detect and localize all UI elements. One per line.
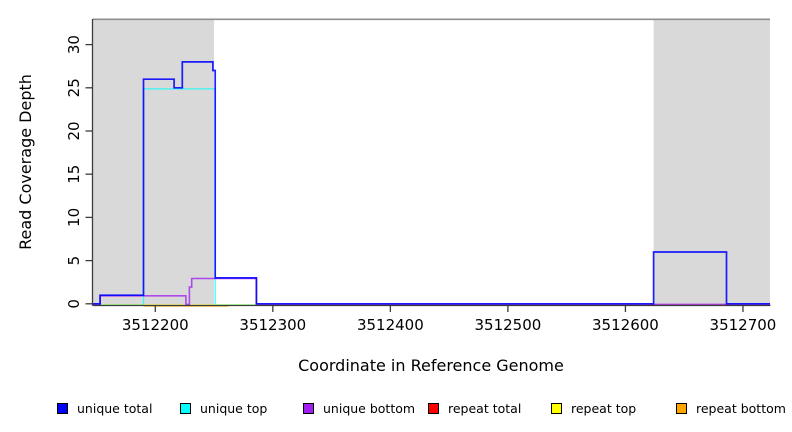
y-tick-label: 10 bbox=[65, 208, 83, 227]
legend-swatch-repeat-bottom bbox=[676, 402, 687, 414]
x-tick-label: 3512500 bbox=[474, 316, 541, 334]
shaded-region bbox=[653, 19, 770, 306]
y-tick-label: 25 bbox=[65, 78, 83, 97]
y-tick-label: 0 bbox=[65, 299, 83, 309]
legend-item-repeat-total: repeat total bbox=[428, 399, 521, 417]
legend-item-unique-top: unique top bbox=[180, 399, 267, 417]
legend: unique total unique top unique bottom repea… bbox=[0, 399, 792, 421]
x-tick-label: 3512600 bbox=[592, 316, 659, 334]
legend-label: repeat total bbox=[448, 400, 522, 416]
x-tick-label: 3512300 bbox=[239, 316, 306, 334]
legend-swatch-repeat-top bbox=[551, 402, 562, 414]
shaded-region bbox=[93, 19, 215, 306]
legend-label: unique bottom bbox=[323, 400, 416, 416]
legend-item-repeat-top: repeat top bbox=[551, 399, 636, 417]
legend-label: unique total bbox=[77, 400, 153, 416]
axes: 3512200 3512300 3512400 3512500 3512600 35127… bbox=[65, 19, 776, 334]
y-tick-label: 5 bbox=[65, 256, 83, 266]
y-tick-label: 15 bbox=[65, 165, 83, 184]
legend-swatch-repeat-total bbox=[428, 402, 439, 414]
legend-label: repeat top bbox=[571, 400, 637, 416]
y-tick-label: 20 bbox=[65, 121, 83, 140]
x-axis-title: Coordinate in Reference Genome bbox=[298, 356, 564, 375]
legend-swatch-unique-top bbox=[180, 402, 191, 414]
x-tick-label: 3512700 bbox=[710, 316, 777, 334]
x-tick-label: 3512200 bbox=[122, 316, 189, 334]
legend-label: repeat bottom bbox=[696, 400, 786, 416]
shaded-regions bbox=[93, 18, 770, 306]
x-tick-label: 3512400 bbox=[357, 316, 424, 334]
series-line-unique-total bbox=[93, 61, 770, 305]
legend-label: unique top bbox=[200, 400, 268, 416]
legend-swatch-unique-total bbox=[57, 402, 68, 414]
legend-item-unique-total: unique total bbox=[57, 399, 152, 417]
y-tick-label: 30 bbox=[65, 35, 83, 54]
legend-item-repeat-bottom: repeat bottom bbox=[676, 399, 786, 417]
y-axis-title: Read Coverage Depth bbox=[16, 74, 35, 250]
legend-swatch-unique-bottom bbox=[303, 402, 314, 414]
legend-item-unique-bottom: unique bottom bbox=[303, 399, 415, 417]
